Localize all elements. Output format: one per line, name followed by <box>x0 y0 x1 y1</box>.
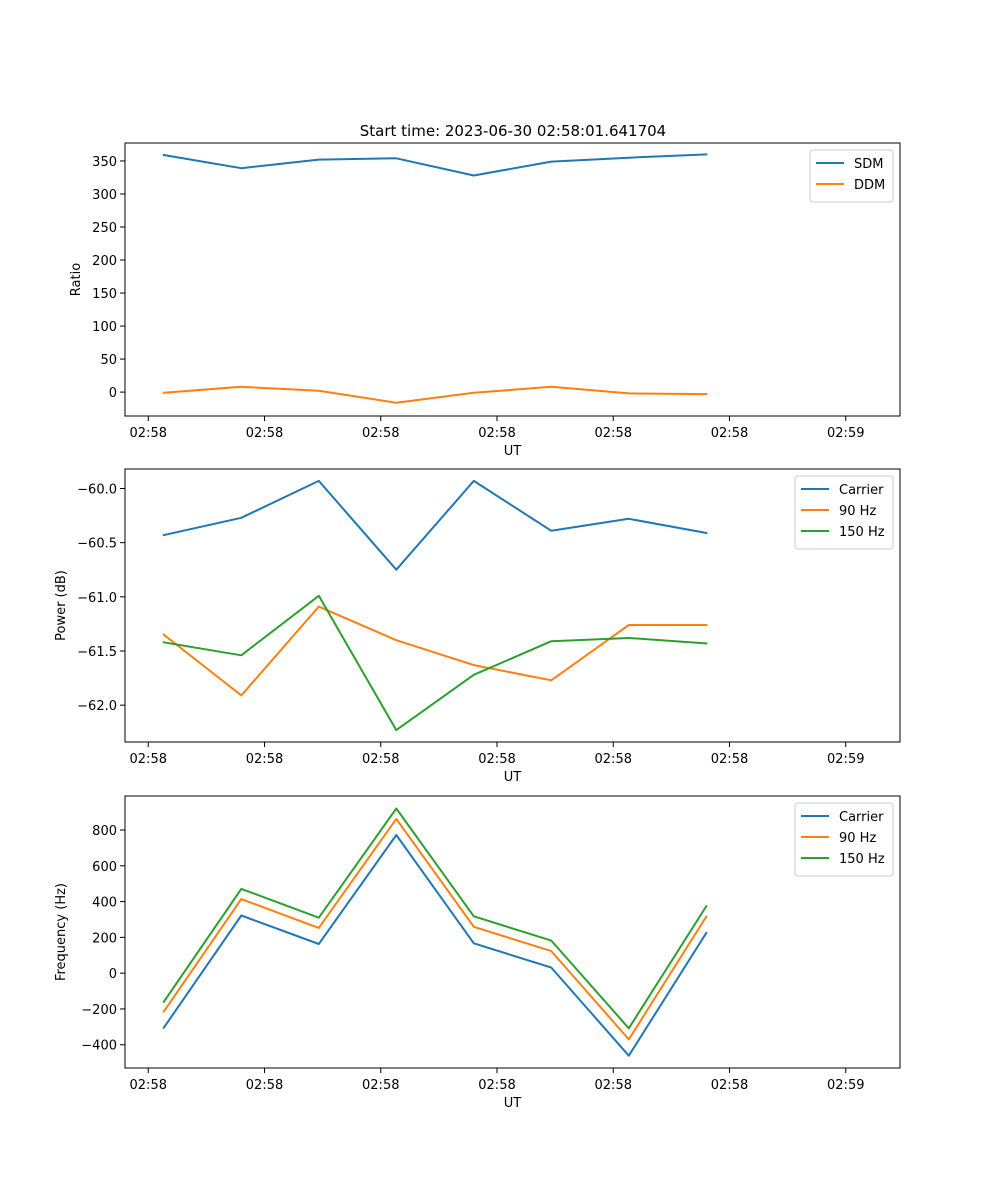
legend-label-150-hz: 150 Hz <box>839 852 885 867</box>
x-tick-label: 02:58 <box>711 426 748 441</box>
x-tick-label: 02:59 <box>827 1078 864 1093</box>
y-tick-label: 200 <box>92 254 117 269</box>
y-axis-label: Frequency (Hz) <box>54 883 69 981</box>
series-line-sdm <box>162 153 708 177</box>
axes-frame <box>124 142 901 417</box>
x-tick-label: 02:59 <box>827 752 864 767</box>
legend: Carrier 90 Hz 150 Hz <box>794 475 894 550</box>
x-tick-label: 02:58 <box>711 752 748 767</box>
y-tick-label: −60.5 <box>77 537 117 552</box>
y-tick-label: 200 <box>92 931 117 946</box>
series-line-carrier <box>162 834 708 1057</box>
axes-frame <box>124 795 901 1069</box>
x-tick-label: 02:58 <box>246 1078 283 1093</box>
y-tick-label: −200 <box>81 1003 117 1018</box>
y-tick-label: −61.0 <box>77 591 117 606</box>
x-tick-label: 02:59 <box>827 426 864 441</box>
y-tick-label: −62.0 <box>77 699 117 714</box>
legend-label-carrier: Carrier <box>839 810 884 825</box>
y-tick-label: 0 <box>109 386 117 401</box>
series-line-carrier <box>162 479 708 571</box>
figure-title: Start time: 2023-06-30 02:58:01.641704 <box>360 122 666 140</box>
y-tick-label: 50 <box>100 353 117 368</box>
x-tick-label: 02:58 <box>478 752 515 767</box>
panel-1: 02:58 02:58 02:58 02:58 02:58 02:58 02:59 0 50 10… <box>69 142 901 459</box>
x-tick-label: 02:58 <box>711 1078 748 1093</box>
series-line-150-hz <box>162 807 708 1030</box>
x-tick-label: 02:58 <box>130 1078 167 1093</box>
series-line-150-hz <box>162 594 708 732</box>
y-tick-label: −400 <box>81 1039 117 1054</box>
x-tick-label: 02:58 <box>362 1078 399 1093</box>
y-tick-label: 0 <box>109 967 117 982</box>
legend: SDM DDM <box>809 149 894 203</box>
series-line-90-hz <box>162 817 708 1041</box>
x-tick-label: 02:58 <box>362 752 399 767</box>
axes-frame <box>124 468 901 743</box>
y-tick-label: 600 <box>92 860 117 875</box>
y-axis-label: Power (dB) <box>54 570 69 641</box>
x-tick-label: 02:58 <box>130 752 167 767</box>
panel-3: 02:58 02:58 02:58 02:58 02:58 02:58 02:59 −400 −… <box>54 795 901 1111</box>
legend-label-ddm: DDM <box>854 178 885 193</box>
x-tick-label: 02:58 <box>130 426 167 441</box>
x-tick-label: 02:58 <box>246 426 283 441</box>
legend-label-150-hz: 150 Hz <box>839 525 885 540</box>
y-tick-label: −61.5 <box>77 645 117 660</box>
x-tick-label: 02:58 <box>246 752 283 767</box>
y-tick-label: 400 <box>92 896 117 911</box>
x-axis-label: UT <box>504 1096 522 1111</box>
series-line-90-hz <box>162 605 708 697</box>
y-tick-label: 250 <box>92 221 117 236</box>
y-tick-label: 300 <box>92 188 117 203</box>
y-tick-label: 100 <box>92 320 117 335</box>
y-tick-label: −60.0 <box>77 483 117 498</box>
y-axis-label: Ratio <box>69 263 84 296</box>
legend-label-carrier: Carrier <box>839 483 884 498</box>
y-tick-label: 150 <box>92 287 117 302</box>
x-tick-label: 02:58 <box>478 1078 515 1093</box>
x-tick-label: 02:58 <box>595 752 632 767</box>
legend-label-90-hz: 90 Hz <box>839 504 876 519</box>
series-line-ddm <box>162 385 708 404</box>
y-tick-label: 800 <box>92 824 117 839</box>
x-tick-label: 02:58 <box>595 1078 632 1093</box>
x-axis-label: UT <box>504 770 522 785</box>
legend-label-90-hz: 90 Hz <box>839 831 876 846</box>
legend-label-sdm: SDM <box>854 157 883 172</box>
x-axis-label: UT <box>504 444 522 459</box>
panel-2: 02:58 02:58 02:58 02:58 02:58 02:58 02:59 −62.0… <box>54 468 901 785</box>
x-tick-label: 02:58 <box>362 426 399 441</box>
x-tick-label: 02:58 <box>595 426 632 441</box>
legend: Carrier 90 Hz 150 Hz <box>794 802 894 877</box>
x-tick-label: 02:58 <box>478 426 515 441</box>
y-tick-label: 350 <box>92 155 117 170</box>
panels: 02:58 02:58 02:58 02:58 02:58 02:58 02:59 0 50 10… <box>54 142 901 1111</box>
